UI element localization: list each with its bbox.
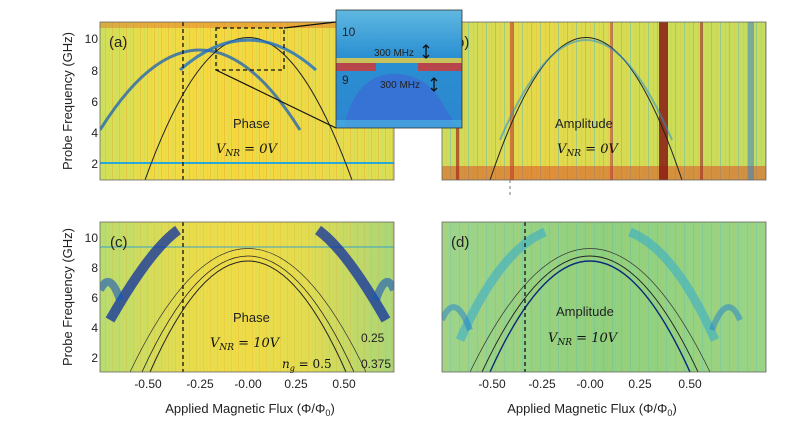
panel-b-voltage: VNR = 0V [557, 142, 619, 159]
x-tick: 0.25 [284, 377, 308, 391]
panel-c-annot-0375: 0.375 [361, 357, 391, 371]
panel-c-left-band [105, 225, 182, 323]
x-tick: -0.00 [576, 377, 604, 391]
panel-c-fit-curve-1 [149, 260, 347, 372]
x-axis-right: -0.50 -0.25 -0.00 0.25 0.50 Applied Magn… [478, 377, 702, 418]
panel-b-fit-curve [489, 37, 683, 180]
panel-d-kind: Amplitude [556, 304, 614, 319]
panel-b: (b) Amplitude VNR = 0V [441, 21, 767, 195]
x-tick: -0.00 [234, 377, 262, 391]
inset-gap-lower-arrow-icon [430, 77, 438, 92]
panel-b-kind: Amplitude [555, 116, 613, 131]
y-tick: 10 [85, 32, 99, 46]
inset-tick-9: 9 [342, 73, 349, 87]
x-tick: -0.25 [186, 377, 214, 391]
y-axis-top: 10 8 6 4 2 Probe Frequency (GHz) [60, 32, 98, 171]
panel-a-fit-curve [144, 37, 353, 180]
y-tick: 6 [91, 291, 98, 305]
y-axis-label-bottom: Probe Frequency (GHz) [60, 228, 75, 366]
x-axis-label-right: Applied Magnetic Flux (Φ/Φ0) [507, 401, 677, 418]
x-tick: 0.25 [628, 377, 652, 391]
y-tick: 6 [91, 95, 98, 109]
y-tick: 4 [91, 321, 98, 335]
y-tick: 2 [91, 157, 98, 171]
x-tick: 0.50 [678, 377, 702, 391]
panel-c-annot-025: 0.25 [361, 331, 385, 345]
panel-d-voltage: VNR = 10V [548, 331, 619, 348]
inset-gap-lower: 300 MHz [380, 80, 420, 91]
panel-d-fit-curve-3 [469, 248, 711, 372]
y-tick: 4 [91, 126, 98, 140]
panel-d: (d) Amplitude VNR = 10V [441, 221, 767, 373]
panel-d-fit-curve-2 [481, 255, 699, 372]
y-axis-bottom: 10 8 6 4 2 Probe Frequency (GHz) [60, 228, 98, 366]
panel-d-fit-curve-1 [489, 260, 691, 372]
x-tick: -0.25 [528, 377, 556, 391]
panel-c-voltage: VNR = 10V [210, 336, 281, 353]
panel-b-noise [442, 22, 766, 180]
panel-c-right-band [314, 225, 391, 323]
inset-gap-upper: 300 MHz [374, 48, 414, 59]
panel-c-ng: ng = 0.5 [282, 357, 332, 373]
y-tick: 2 [91, 351, 98, 365]
panel-a-label: (a) [109, 34, 127, 51]
x-tick: -0.50 [134, 377, 162, 391]
x-tick: -0.50 [478, 377, 506, 391]
x-tick: 0.50 [332, 377, 356, 391]
panel-a-kind: Phase [233, 116, 270, 131]
y-tick: 8 [91, 261, 98, 275]
x-axis-left: -0.50 -0.25 -0.00 0.25 0.50 Applied Magn… [134, 377, 356, 418]
inset: 10 9 300 MHz 300 MHz [335, 9, 463, 129]
y-tick: 10 [85, 231, 99, 245]
panel-c-kind: Phase [233, 310, 270, 325]
inset-gap-upper-arrow-icon [422, 44, 430, 59]
panel-c: (c) Phase VNR = 10V ng = 0.5 0.25 0.375 [99, 221, 395, 373]
panel-a-resonance [179, 38, 317, 72]
panel-a-voltage: VNR = 0V [216, 142, 278, 159]
panel-c-label: (c) [110, 234, 128, 251]
panel-c-fit-curve-3 [129, 248, 367, 372]
panel-a-zoom-box [215, 27, 285, 71]
zoom-connector-bottom [215, 69, 337, 129]
y-tick: 8 [91, 64, 98, 78]
y-axis-label-top: Probe Frequency (GHz) [60, 32, 75, 170]
panel-c-fit-curve-2 [141, 255, 355, 372]
inset-tick-10: 10 [342, 25, 356, 39]
panel-d-label: (d) [451, 234, 469, 251]
x-axis-label-left: Applied Magnetic Flux (Φ/Φ0) [165, 401, 335, 418]
zoom-connector-top [283, 21, 337, 29]
